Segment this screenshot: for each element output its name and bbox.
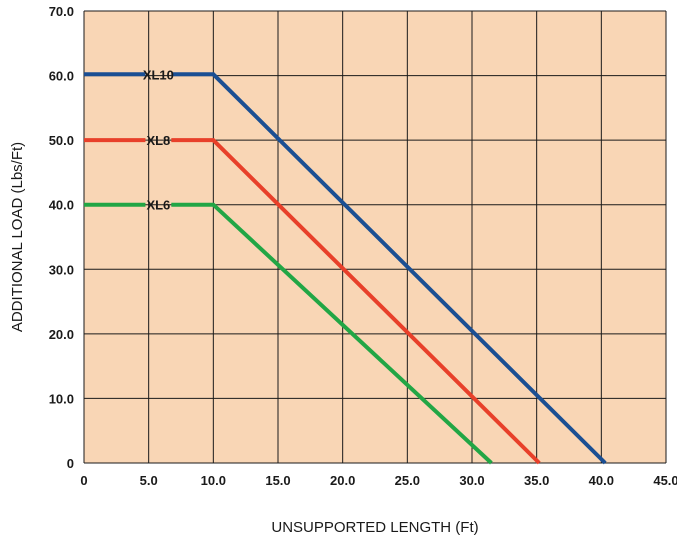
series-label: XL10 <box>143 67 174 82</box>
x-tick-label: 40.0 <box>589 473 614 488</box>
series-line <box>171 202 493 465</box>
x-tick-label: 35.0 <box>524 473 549 488</box>
y-tick-label: 60.0 <box>49 69 74 84</box>
y-tick-label: 10.0 <box>49 391 74 406</box>
series-xl8: XL8 <box>84 133 541 465</box>
x-tick-label: 30.0 <box>459 473 484 488</box>
x-tick-label: 25.0 <box>395 473 420 488</box>
y-tick-label: 50.0 <box>49 133 74 148</box>
y-tick-label: 0 <box>67 456 74 471</box>
series-label: XL6 <box>146 198 170 213</box>
x-tick-label: 0 <box>80 473 87 488</box>
y-tick-label: 20.0 <box>49 327 74 342</box>
series-group: XL10 XL8 XL6 <box>84 67 607 465</box>
grid <box>83 10 667 464</box>
series-line <box>171 72 607 465</box>
series-xl10: XL10 <box>84 67 607 465</box>
x-tick-label: 10.0 <box>201 473 226 488</box>
x-tick-label: 20.0 <box>330 473 355 488</box>
y-tick-label: 30.0 <box>49 262 74 277</box>
series-xl6: XL6 <box>84 198 493 465</box>
x-tick-label: 45.0 <box>653 473 677 488</box>
series-label: XL8 <box>146 133 170 148</box>
y-tick-labels: 0 10.0 20.0 30.0 40.0 50.0 60.0 70.0 <box>49 4 74 471</box>
y-axis-title: ADDITIONAL LOAD (Lbs/Ft) <box>9 142 26 332</box>
x-tick-label: 15.0 <box>265 473 290 488</box>
x-tick-label: 5.0 <box>140 473 158 488</box>
y-tick-label: 70.0 <box>49 4 74 19</box>
series-line <box>171 138 541 465</box>
y-tick-label: 40.0 <box>49 198 74 213</box>
x-tick-labels: 0 5.0 10.0 15.0 20.0 25.0 30.0 35.0 40.0 45.0 <box>80 473 677 488</box>
x-axis-title: UNSUPPORTED LENGTH (Ft) <box>271 519 478 536</box>
